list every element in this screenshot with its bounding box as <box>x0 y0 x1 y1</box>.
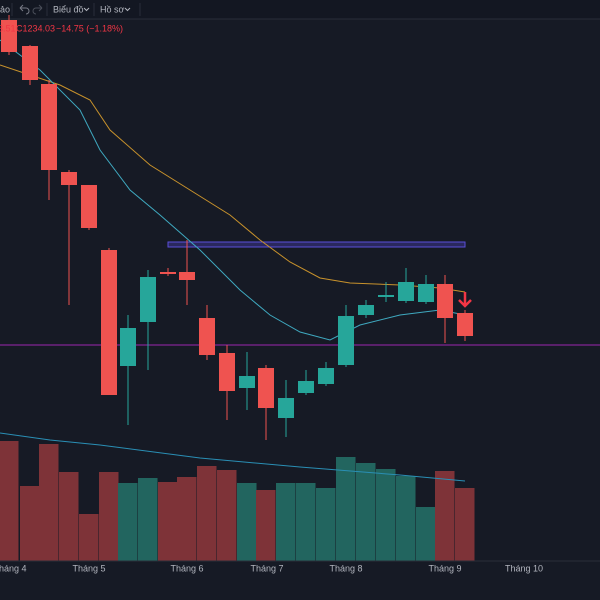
candle-body <box>239 376 255 388</box>
candle-body <box>41 84 57 170</box>
candle-body <box>338 316 354 365</box>
fast-average <box>0 39 466 341</box>
candle-body <box>81 185 97 228</box>
volume-bar <box>356 463 376 561</box>
volume-bar <box>416 507 436 561</box>
toolbar <box>0 0 600 19</box>
candle-body <box>437 284 453 318</box>
volume-bar <box>197 466 217 561</box>
volume-bar <box>217 470 237 561</box>
candle-body <box>219 353 235 391</box>
candle-body <box>101 250 117 395</box>
volume-average <box>0 432 466 482</box>
candle-body <box>358 305 374 315</box>
time-label: Tháng 5 <box>72 563 105 573</box>
time-label: Tháng 8 <box>329 563 362 573</box>
candle-body <box>22 46 38 80</box>
volume-bar <box>158 482 178 561</box>
candle-body <box>298 381 314 393</box>
chart-area <box>0 15 600 561</box>
volume-bar <box>0 441 19 561</box>
volume-bar <box>39 444 59 561</box>
volume-bar <box>99 472 119 561</box>
candle-body <box>140 277 156 322</box>
volume-bar <box>256 490 276 561</box>
slow-average <box>0 64 466 293</box>
redo-icon[interactable] <box>32 4 43 15</box>
candle-body <box>61 172 77 185</box>
legend-change: −14.75 (−1.18%) <box>56 23 123 33</box>
candle-body <box>120 328 136 366</box>
candle-body <box>258 368 274 408</box>
time-label: Tháng 10 <box>505 563 543 573</box>
candle-body <box>278 398 294 418</box>
candle-body <box>179 272 195 280</box>
time-label: Tháng 7 <box>250 563 283 573</box>
volume-bar <box>20 486 40 561</box>
candle-body <box>418 284 434 302</box>
volume-bar <box>376 469 396 561</box>
volume-bar <box>316 488 336 561</box>
toolbar-item[interactable]: Biểu đồ <box>53 4 84 14</box>
time-label: Tháng 6 <box>170 563 203 573</box>
signal-arrow <box>458 292 472 308</box>
candle-body <box>1 20 17 52</box>
volume-bar <box>396 476 416 561</box>
volume-bar <box>435 471 455 561</box>
volume-bar <box>276 483 296 561</box>
volume-bar <box>296 483 316 561</box>
candle-body <box>398 282 414 301</box>
legend-close: C1234.03 <box>16 23 55 33</box>
time-label: Tháng 4 <box>0 563 27 573</box>
volume-bar <box>336 457 356 561</box>
candle-body <box>378 295 394 297</box>
toolbar-item[interactable]: Hồ sơ <box>100 4 125 14</box>
volume-bar <box>59 472 79 561</box>
toolbar-item[interactable]: ảo <box>0 4 10 14</box>
undo-icon[interactable] <box>19 4 30 15</box>
volume-bar <box>79 514 99 561</box>
candle-body <box>318 368 334 384</box>
volume-bar <box>237 483 257 561</box>
volume-bar <box>177 477 197 561</box>
volume-bar <box>138 478 158 561</box>
volume-bar <box>455 488 475 561</box>
time-label: Tháng 9 <box>428 563 461 573</box>
legend-partial: 3.51 <box>0 23 16 33</box>
candle-body <box>160 272 176 274</box>
candle-body <box>457 313 473 336</box>
range-box <box>167 241 466 248</box>
volume-bar <box>118 483 138 561</box>
dropdown-icon <box>124 7 131 12</box>
candle-body <box>199 318 215 355</box>
dropdown-icon <box>83 7 90 12</box>
